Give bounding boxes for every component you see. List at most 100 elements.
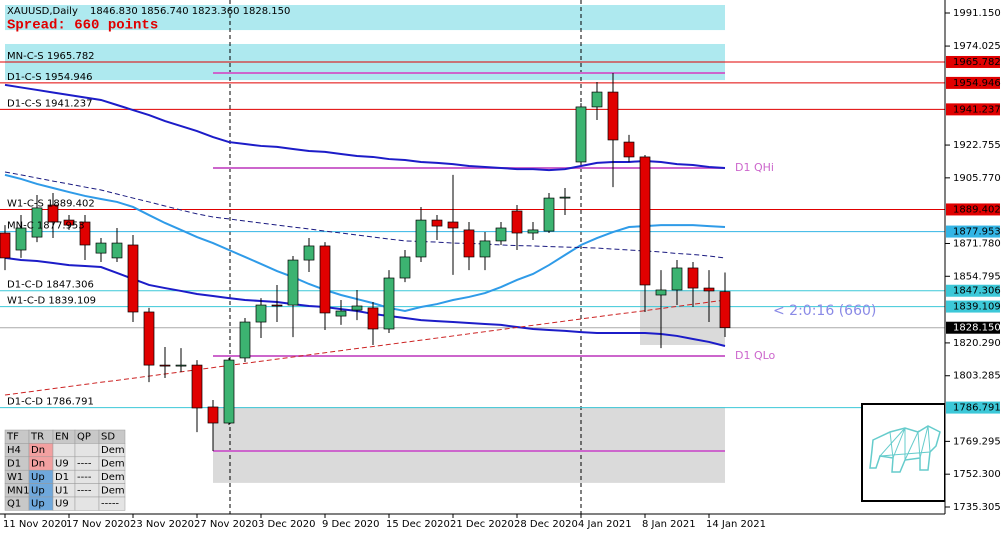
price-box-label: 1786.791 bbox=[953, 403, 1001, 414]
candle-body bbox=[543, 197, 555, 232]
zones bbox=[5, 4, 725, 483]
candle-body bbox=[415, 219, 427, 258]
current-price-box bbox=[946, 321, 1000, 334]
candle-body bbox=[303, 245, 315, 261]
candle-body bbox=[79, 221, 91, 246]
table-text: TF bbox=[6, 432, 19, 443]
indicator-line bbox=[4, 83, 726, 172]
axes: 1991.150 1974.025 1922.755 1905.770 1871.780… bbox=[3, 8, 1001, 530]
table-text: Q1 bbox=[7, 499, 21, 510]
price-box bbox=[946, 401, 1000, 414]
candle-body bbox=[159, 364, 171, 367]
spread-label: Spread: 660 points bbox=[7, 18, 158, 34]
x-tick-label: 8 Jan 2021 bbox=[642, 519, 696, 530]
price-box-label: 1877.953 bbox=[953, 227, 1001, 238]
table-text: SD bbox=[101, 432, 115, 443]
y-tick-label: 1752.300 bbox=[953, 469, 1001, 480]
candle-body bbox=[671, 267, 683, 291]
price-box-label: 1839.109 bbox=[953, 302, 1001, 313]
table-cell bbox=[74, 496, 100, 511]
candle-body bbox=[63, 219, 75, 226]
y-tick-label: 1974.025 bbox=[953, 41, 1001, 52]
table-text: EN bbox=[55, 432, 69, 443]
table-text: D1 bbox=[55, 472, 69, 483]
countdown: < 2:0:16 (660) bbox=[773, 303, 876, 319]
table-text: Dn bbox=[31, 459, 45, 470]
logo bbox=[861, 403, 946, 502]
candle-body bbox=[607, 91, 619, 141]
indicator-line bbox=[4, 173, 726, 313]
level-label: W1-C-D 1839.109 bbox=[7, 296, 96, 307]
zone bbox=[213, 406, 725, 483]
x-tick-label: 11 Nov 2020 bbox=[3, 519, 67, 530]
indicator-line bbox=[4, 256, 726, 347]
y-tick-label: 1803.285 bbox=[953, 371, 1001, 382]
candle-body bbox=[207, 406, 219, 424]
table-text: H4 bbox=[7, 445, 21, 456]
price-box-label: 1954.946 bbox=[953, 78, 1001, 89]
y-tick-label: 1905.770 bbox=[953, 173, 1001, 184]
candle-body bbox=[703, 287, 715, 292]
price-box-label: 1847.306 bbox=[953, 286, 1001, 297]
candle-body bbox=[191, 364, 203, 409]
level-label: D1-C-D 1847.306 bbox=[7, 280, 94, 291]
level-label: MN-C-S 1965.782 bbox=[7, 51, 95, 62]
price-box bbox=[946, 55, 1000, 68]
x-tick-label: 9 Dec 2020 bbox=[322, 519, 380, 530]
candle-body bbox=[639, 156, 651, 286]
x-tick-label: 27 Nov 2020 bbox=[194, 519, 258, 530]
current-price-label: 1828.150 bbox=[953, 323, 1001, 334]
x-tick-label: 21 Dec 2020 bbox=[450, 519, 514, 530]
candle-body bbox=[319, 245, 331, 314]
candle-body bbox=[223, 359, 235, 424]
candle-body bbox=[623, 141, 635, 158]
table-text: Dem bbox=[101, 472, 125, 483]
candle-body bbox=[367, 307, 379, 330]
candle-body bbox=[431, 219, 443, 227]
x-tick-label: 14 Jan 2021 bbox=[706, 519, 766, 530]
candle-body bbox=[511, 210, 523, 234]
table-text: ----- bbox=[101, 499, 119, 510]
table-text: D1 bbox=[7, 459, 21, 470]
candle-body bbox=[655, 289, 667, 296]
y-tick-label: 1871.780 bbox=[953, 238, 1001, 249]
y-tick-label: 1854.795 bbox=[953, 271, 1001, 282]
x-tick-label: 4 Jan 2021 bbox=[578, 519, 632, 530]
y-tick-label: 1735.305 bbox=[953, 502, 1001, 513]
table-text: ---- bbox=[77, 459, 92, 470]
chart-title: XAUUSD,Daily bbox=[7, 6, 78, 17]
price-box bbox=[946, 300, 1000, 313]
candle-body bbox=[31, 207, 43, 238]
candle-body bbox=[239, 321, 251, 359]
table-cell bbox=[98, 496, 126, 511]
price-box bbox=[946, 103, 1000, 116]
candle-body bbox=[271, 304, 283, 307]
y-tick-label: 1820.290 bbox=[953, 338, 1001, 349]
price-box bbox=[946, 225, 1000, 238]
candle-body bbox=[479, 240, 491, 258]
table-text: Up bbox=[31, 499, 45, 510]
x-tick-label: 17 Nov 2020 bbox=[66, 519, 130, 530]
table-cell bbox=[74, 443, 100, 458]
candle-body bbox=[351, 305, 363, 311]
candle-body bbox=[559, 196, 571, 199]
price-box bbox=[946, 284, 1000, 297]
table-text: ---- bbox=[77, 485, 92, 496]
logo-facets bbox=[878, 425, 931, 461]
candle-body bbox=[399, 256, 411, 279]
candles bbox=[0, 72, 731, 452]
indicator-line bbox=[4, 171, 726, 259]
table-text: Up bbox=[31, 485, 45, 496]
candle-body bbox=[127, 244, 139, 313]
candle-body bbox=[447, 221, 459, 229]
quarter-label: D1 QHi bbox=[735, 161, 774, 174]
price-box-label: 1965.782 bbox=[953, 57, 1001, 68]
x-tick-label: 23 Nov 2020 bbox=[130, 519, 194, 530]
ohlc-label: 1846.830 1856.740 1823.360 1828.150 bbox=[90, 6, 290, 17]
x-tick-label: 15 Dec 2020 bbox=[386, 519, 450, 530]
table-text: Dem bbox=[101, 459, 125, 470]
price-box bbox=[946, 76, 1000, 89]
table-text: Up bbox=[31, 472, 45, 483]
quarter-label: D1 QLo bbox=[735, 349, 776, 362]
